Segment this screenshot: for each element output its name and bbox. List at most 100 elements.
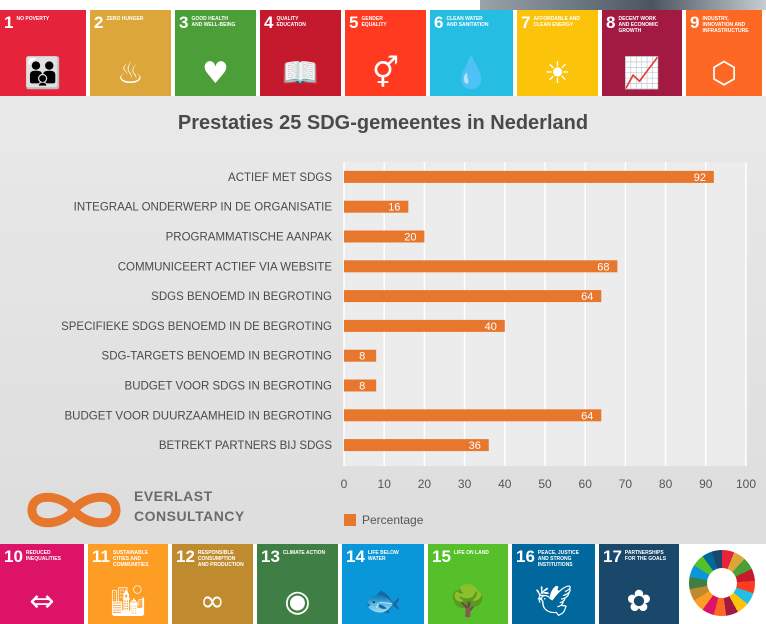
sun-icon: ☀ [544, 56, 571, 91]
category-label: INTEGRAAL ONDERWERP IN DE ORGANISATIE [74, 202, 333, 214]
sdg-title: Affordable and clean energy [533, 16, 580, 28]
legend-label: Percentage [362, 512, 424, 527]
infinity-logo-mark [27, 492, 121, 528]
gender-icon: ⚥ [371, 56, 400, 91]
sdg-number: 12 [176, 547, 195, 566]
sdg-number: 2 [94, 13, 104, 32]
bar-chart: 0 10 20 30 40 50 60 70 80 90 100 ACTIEF MET SDGS 92 I… [61, 162, 756, 491]
eye-globe-icon: ◉ [284, 584, 311, 619]
data-label: 40 [485, 321, 497, 333]
data-label: 16 [388, 202, 400, 214]
equality-icon: ⇔ [29, 584, 55, 619]
bar [344, 319, 505, 332]
x-tick-label: 50 [538, 477, 552, 491]
bar [344, 349, 377, 362]
sdg-tile-14: 14 Life below water 🐟 [342, 544, 424, 624]
bar [344, 379, 377, 392]
sdg-title: Industry, innovation and infrastructure [702, 16, 749, 34]
sdg-tile-1: 1 No poverty 👪 [0, 10, 86, 96]
sdg-tile-17: 17 Partnerships for the goals ✿ [599, 544, 679, 624]
sdg-number: 10 [4, 547, 23, 566]
fish-icon: 🐟 [364, 584, 402, 619]
category-label: COMMUNICEERT ACTIEF VIA WEBSITE [118, 261, 333, 273]
sdg-title: Life on land [453, 550, 489, 556]
sdg-title: Responsible consumption and production [197, 550, 244, 568]
x-tick-label: 70 [619, 477, 633, 491]
bar [344, 290, 602, 303]
sdg-title: No poverty [16, 16, 50, 22]
book-icon: 📖 [281, 56, 320, 91]
bar [344, 439, 489, 452]
category-label: BETREKT PARTNERS BIJ SDGS [159, 440, 333, 452]
x-tick-label: 40 [498, 477, 512, 491]
x-tick-label: 0 [341, 477, 348, 491]
sdg-tile-9: 9 Industry, innovation and infrastructure… [686, 10, 762, 96]
sdg-number: 14 [346, 547, 365, 566]
sdg-tile-12: 12 Responsible consumption and production… [172, 544, 253, 624]
sdg-tile-5: 5 Gender equality ⚥ [345, 10, 426, 96]
sdg-tile-16: 16 Peace, justice and strong institutions… [512, 544, 595, 624]
dove-icon: 🕊 [534, 584, 573, 619]
bar [344, 200, 409, 213]
category-label: SDG-TARGETS BENOEMD IN BEGROTING [102, 351, 332, 363]
legend-swatch [344, 513, 356, 526]
sdg-title: Peace, justice and strong institutions [537, 550, 580, 568]
family-icon: 👪 [24, 56, 62, 91]
sdg-title: Good health and well-being [191, 16, 236, 28]
category-label: SPECIFIEKE SDGS BENOEMD IN DE BEGROTING [61, 321, 332, 333]
sdg-number: 8 [606, 13, 616, 32]
x-tick-label: 80 [659, 477, 673, 491]
cubes-icon: ⬡ [710, 56, 738, 91]
sdg-title: Decent work and economic growth [618, 16, 659, 34]
sdg-tile-7: 7 Affordable and clean energy ☀ [517, 10, 598, 96]
brand-name-line2: CONSULTANCY [134, 508, 245, 524]
sdg-title: Climate action [282, 550, 326, 556]
x-tick-label: 60 [579, 477, 593, 491]
sdg-tile-3: 3 Good health and well-being ♥ [175, 10, 256, 96]
sdg-title: Quality education [276, 16, 306, 28]
sdg-title: Life below water [367, 550, 399, 562]
sdg-number: 11 [92, 547, 110, 566]
infinity-icon: ∞ [200, 584, 225, 619]
bar [344, 409, 602, 422]
brand-name: EVERLAST CONSULTANCY [134, 486, 274, 526]
sdg-tile-6: 6 Clean water and sanitation 💧 [430, 10, 513, 96]
water-drop-icon: 💧 [452, 56, 491, 91]
data-label: 36 [469, 440, 481, 452]
sdg-number: 7 [521, 13, 531, 32]
sdg-number: 6 [434, 13, 444, 32]
sdg-title: Reduced inequalities [25, 550, 61, 562]
sdg-title: Gender equality [361, 16, 387, 28]
sdg-tiles-top-row: 1 No poverty 👪 2 Zero hunger ♨ 3 Good health an… [0, 10, 766, 96]
data-label: 68 [597, 261, 609, 273]
bar [344, 170, 714, 183]
chart-legend: Percentage [344, 512, 423, 530]
sdg-number: 16 [516, 547, 535, 566]
photo-corner [480, 0, 766, 10]
sdg-title: Sustainable cities and communities [112, 550, 149, 568]
category-label: BUDGET VOOR SDGS IN BEGROTING [125, 381, 333, 393]
data-label: 64 [581, 410, 593, 422]
sdg-number: 15 [432, 547, 451, 566]
sdg-tile-2: 2 Zero hunger ♨ [90, 10, 171, 96]
sdg-tile-4: 4 Quality education 📖 [260, 10, 341, 96]
sdg-tiles-bottom-row: 10 Reduced inequalities ⇔ 11 Sustainable cit… [0, 544, 766, 624]
data-label: 8 [359, 351, 365, 363]
sdg-number: 9 [690, 13, 700, 32]
sdg-title: Partnerships for the goals [624, 550, 667, 562]
category-label: ACTIEF MET SDGS [228, 172, 332, 184]
sdg-wheel-logo [689, 550, 755, 616]
sdg-title: Clean water and sanitation [446, 16, 489, 28]
sdg-tile-8: 8 Decent work and economic growth 📈 [602, 10, 682, 96]
bowl-icon: ♨ [117, 56, 144, 91]
heartbeat-icon: ♥ [202, 56, 229, 91]
flower-icon: ✿ [626, 584, 652, 619]
sdg-number: 17 [603, 547, 622, 566]
everlast-logo: EVERLAST CONSULTANCY [24, 484, 274, 534]
category-label: BUDGET VOOR DUURZAAMHEID IN BEGROTING [64, 410, 332, 422]
chart-title: Prestaties 25 SDG-gemeentes in Nederland [177, 112, 589, 134]
x-tick-label: 20 [418, 477, 432, 491]
x-tick-label: 30 [458, 477, 472, 491]
x-tick-label: 10 [378, 477, 392, 491]
sdg-title: Zero hunger [106, 16, 144, 22]
